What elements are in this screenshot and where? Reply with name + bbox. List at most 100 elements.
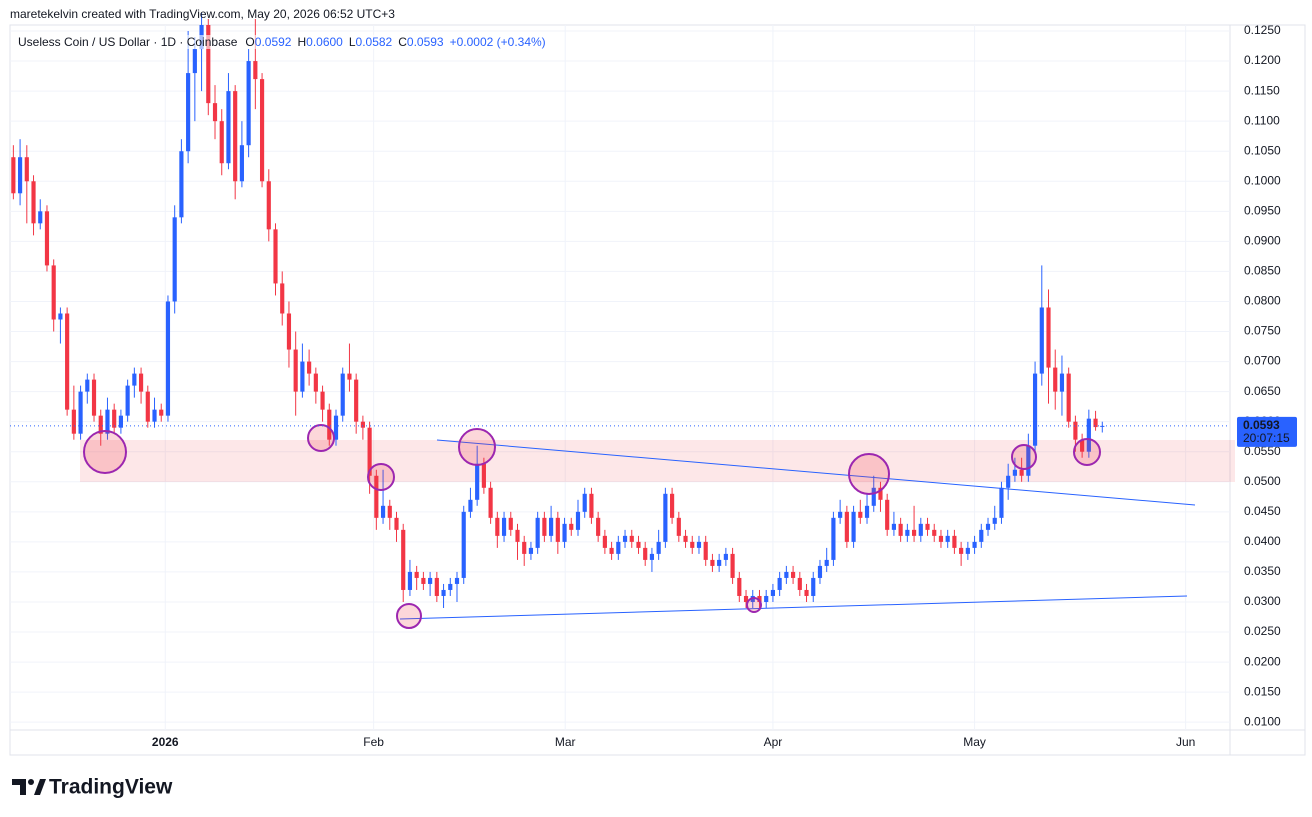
- candle-body: [300, 361, 305, 392]
- logo-mark: [12, 779, 26, 795]
- candle-body: [347, 373, 352, 380]
- candle-body: [253, 61, 258, 80]
- candle-body: [656, 541, 661, 554]
- candle-body: [24, 157, 29, 182]
- candle-body: [717, 559, 722, 566]
- candle-body: [945, 535, 950, 542]
- candle-body: [723, 553, 728, 560]
- candle-body: [414, 571, 419, 578]
- candle-body: [495, 517, 500, 536]
- brand-logo: TradingView: [12, 776, 173, 799]
- candle-body: [992, 517, 997, 524]
- candle-body: [138, 373, 144, 392]
- candle-body: [938, 535, 944, 542]
- marker-circle: [458, 428, 496, 466]
- candle-body: [71, 409, 76, 434]
- chart-frame: [9, 24, 1306, 756]
- candle-body: [1026, 445, 1031, 476]
- y-tick-label: 0.0950: [1244, 203, 1281, 217]
- candle-body: [676, 517, 681, 536]
- candle-body: [65, 313, 70, 410]
- candle-body: [959, 547, 964, 554]
- y-tick-label: 0.1150: [1244, 83, 1280, 97]
- legend-value: 0.0592: [254, 35, 292, 49]
- candle-body: [105, 409, 110, 434]
- candle-body: [186, 73, 191, 152]
- candle-body: [85, 379, 90, 392]
- candle-body: [219, 121, 224, 164]
- candle-body: [31, 181, 36, 224]
- candle-body: [609, 547, 614, 554]
- candle-body: [118, 415, 123, 428]
- axes: 0.0100 0.0150 0.0200 0.0250 0.0300 0.0350 0.04…: [10, 23, 1297, 749]
- candle-body: [791, 571, 796, 578]
- candle-body: [515, 529, 520, 542]
- candle-body: [522, 541, 527, 554]
- candle-body: [703, 541, 708, 560]
- legend-change: +0.0002 (+0.34%): [449, 35, 546, 49]
- x-tick-label: Apr: [764, 735, 783, 749]
- candle-body: [730, 553, 735, 578]
- candle-body: [817, 565, 823, 578]
- x-tick-label: Mar: [555, 735, 576, 749]
- candle-body: [273, 229, 278, 284]
- candle-body: [905, 529, 910, 536]
- marker-circle: [746, 597, 762, 613]
- candle-body: [918, 523, 923, 536]
- legend-label: O: [245, 35, 255, 49]
- y-tick-label: 0.0400: [1244, 534, 1281, 548]
- candle-body: [1086, 418, 1091, 452]
- candle-body: [481, 463, 486, 488]
- candle-body: [911, 529, 917, 536]
- candle-body: [112, 409, 117, 428]
- y-tick-label: 0.0900: [1244, 234, 1281, 248]
- candle-body: [340, 373, 345, 416]
- candle-body: [764, 595, 769, 602]
- y-tick-label: 0.0650: [1244, 384, 1281, 398]
- candle-body: [549, 517, 554, 536]
- candle-body: [1059, 373, 1065, 392]
- marker-circle: [1011, 444, 1037, 470]
- symbol-legend: Useless Coin / US Dollar · 1D · Coinbase…: [18, 35, 546, 49]
- candle-body: [952, 535, 957, 548]
- legend-label: H: [297, 35, 307, 49]
- candle-body: [1080, 439, 1085, 452]
- candle-body: [596, 517, 601, 536]
- y-tick-label: 0.1100: [1244, 113, 1280, 127]
- candle-body: [461, 511, 466, 578]
- y-tick-label: 0.0550: [1244, 444, 1281, 458]
- candle-body: [838, 511, 843, 518]
- candle-body: [972, 541, 977, 548]
- x-tick-label: May: [963, 735, 986, 749]
- candle-body: [629, 535, 634, 542]
- candle-body: [454, 577, 460, 584]
- marker-circle: [396, 603, 422, 629]
- candle-body: [1073, 421, 1078, 440]
- candle-body: [1019, 469, 1024, 476]
- support-zone: [80, 440, 1235, 482]
- price-label: 0.0593: [1243, 418, 1280, 432]
- candle-body: [165, 301, 171, 416]
- candle-body: [132, 373, 137, 386]
- candle-body: [58, 313, 63, 320]
- candle-body: [670, 493, 675, 518]
- y-tick-label: 0.0250: [1244, 624, 1281, 638]
- candle-body: [804, 589, 809, 596]
- trend-line: [436, 439, 1196, 506]
- candle-body: [1053, 367, 1058, 392]
- candle-body: [441, 589, 446, 596]
- logo-mark: [34, 779, 46, 795]
- candle-body: [488, 487, 493, 518]
- price-label-box: [1237, 416, 1297, 447]
- logo-mark: [28, 779, 34, 785]
- candle-body: [999, 487, 1004, 518]
- candle-body: [622, 535, 628, 542]
- y-tick-label: 0.1000: [1244, 173, 1281, 187]
- y-tick-label: 0.0150: [1244, 684, 1281, 698]
- candle-body: [898, 523, 903, 536]
- candle-body: [172, 217, 177, 302]
- candle-body: [885, 499, 890, 530]
- trend-line: [399, 595, 1188, 620]
- candle-body: [434, 577, 439, 596]
